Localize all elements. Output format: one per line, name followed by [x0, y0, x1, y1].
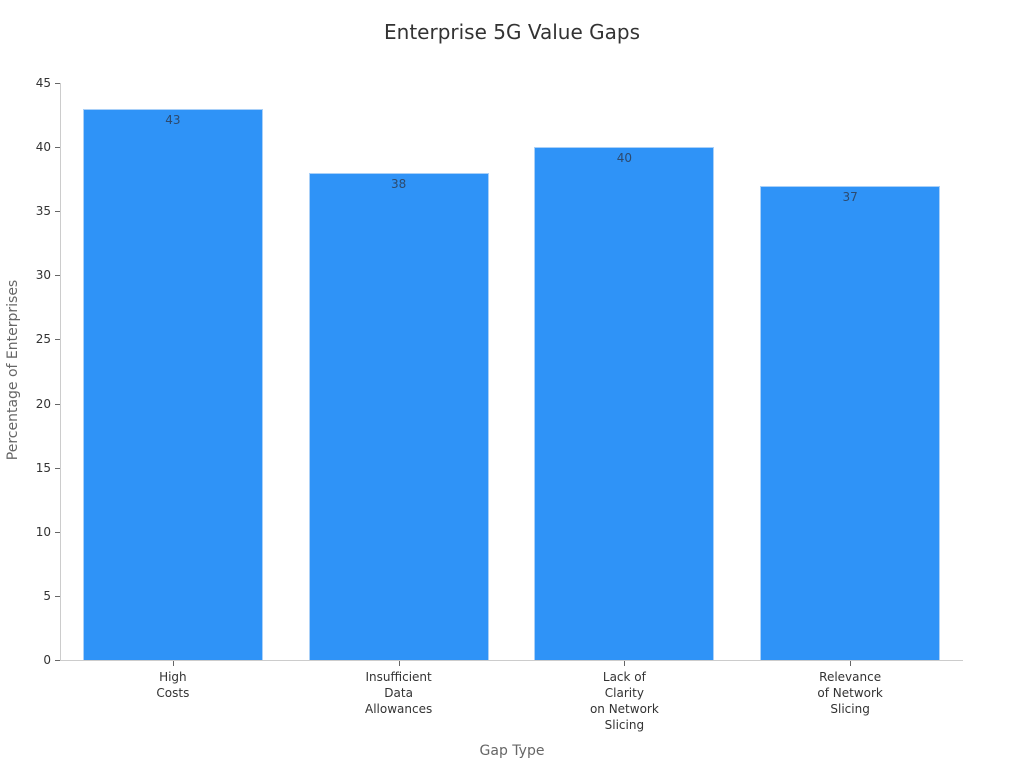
bar[interactable]: 38 — [308, 172, 489, 660]
x-tick-label-line: Slicing — [830, 702, 870, 716]
y-tick-label: 30 — [35, 268, 51, 283]
x-tick-label-line: Costs — [156, 686, 190, 700]
y-tick-mark — [55, 403, 60, 405]
x-tick-label-line: Lack of — [602, 670, 646, 684]
y-tick-mark — [55, 660, 60, 661]
bar[interactable]: 43 — [82, 108, 263, 660]
y-tick: 20 — [0, 397, 60, 418]
y-tick: 5 — [0, 589, 60, 610]
y-axis-line — [60, 83, 61, 661]
y-tick-label: 5 — [43, 588, 51, 603]
y-tick-label: 35 — [35, 204, 51, 219]
bar-value-label: 37 — [842, 189, 858, 204]
x-tick-mark — [173, 661, 174, 666]
x-tick-label-line: Relevance — [819, 670, 882, 684]
bar-value-label: 38 — [390, 176, 407, 191]
x-tick-label: Relevance of Network Slicing — [760, 669, 940, 717]
x-axis-title: Gap Type — [479, 743, 545, 759]
y-tick: 10 — [0, 525, 60, 546]
bar-value-label: 43 — [165, 112, 181, 127]
bar-value-label: 40 — [616, 151, 633, 166]
bar[interactable]: 40 — [534, 147, 715, 660]
x-tick-label: Lack of Clarity on Network Slicing — [534, 669, 714, 733]
y-tick-label: 45 — [35, 76, 51, 90]
y-axis-title: Percentage of Enterprises — [5, 279, 21, 461]
y-tick: 40 — [0, 140, 60, 161]
y-tick-label: 0 — [43, 653, 51, 667]
x-tick-label: Insufficient Data Allowances — [309, 669, 489, 717]
x-tick-label-line: Slicing — [604, 718, 645, 732]
chart-title: Enterprise 5G Value Gaps — [384, 20, 640, 44]
x-tick-label: High Costs — [83, 669, 263, 701]
y-tick-label: 40 — [35, 140, 51, 155]
x-tick-label-line: Data — [384, 686, 413, 700]
x-axis-line — [60, 660, 963, 661]
bar[interactable]: 37 — [760, 185, 941, 660]
y-tick: 0 — [0, 653, 60, 674]
x-tick-label-line: Allowances — [365, 702, 433, 716]
y-tick: 25 — [0, 332, 60, 353]
x-tick-label-line: Insufficient — [365, 670, 432, 684]
x-tick-label-line: Clarity — [604, 686, 644, 700]
y-tick: 35 — [0, 204, 60, 225]
y-tick-mark — [55, 83, 60, 84]
y-tick-label: 25 — [35, 332, 51, 347]
x-tick-label-line: High — [159, 670, 187, 684]
x-tick-mark — [399, 661, 400, 666]
x-tick-mark — [624, 661, 625, 666]
x-tick-mark — [850, 661, 851, 666]
y-tick: 30 — [0, 268, 60, 289]
y-tick-mark — [55, 467, 60, 469]
y-tick-label: 20 — [35, 396, 51, 411]
y-tick-mark — [55, 211, 60, 213]
y-tick: 45 — [0, 76, 60, 97]
x-tick-label-line: on Network — [589, 702, 659, 716]
y-tick-label: 10 — [35, 524, 51, 539]
y-tick-mark — [55, 595, 60, 597]
y-tick-mark — [55, 275, 60, 277]
y-tick: 15 — [0, 461, 60, 482]
y-tick-label: 15 — [35, 460, 51, 475]
x-tick-label-line: of Network — [817, 686, 883, 700]
y-tick-mark — [55, 147, 60, 149]
y-tick-mark — [55, 339, 60, 341]
y-tick-mark — [55, 531, 60, 533]
